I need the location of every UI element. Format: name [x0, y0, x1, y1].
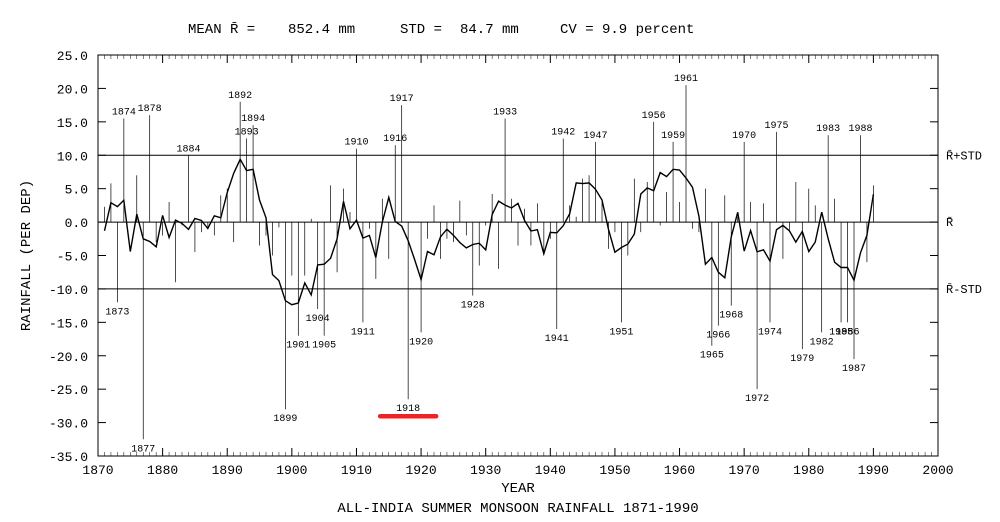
year-label: 1987: [842, 364, 866, 375]
year-label: 1941: [545, 334, 569, 345]
x-tick-label: 2000: [922, 463, 953, 478]
x-tick-label: 1970: [729, 463, 760, 478]
year-label: 1894: [241, 114, 265, 125]
y-tick-label: 0.0: [65, 216, 88, 231]
y-tick-label: -20.0: [49, 350, 88, 365]
year-label: 1951: [609, 327, 633, 338]
y-tick-label: -30.0: [49, 417, 88, 432]
year-label: 1986: [836, 327, 860, 338]
year-label: 1956: [642, 111, 666, 122]
y-tick-label: 10.0: [57, 149, 88, 164]
monsoon-rainfall-chart: MEAN R̄ = 852.4 mm STD = 84.7 mm CV = 9.9 pe…: [0, 0, 1000, 522]
y-axis-label: RAINFALL (PER DEP): [19, 180, 35, 331]
x-axis-label: YEAR: [501, 481, 535, 497]
year-label: 1970: [732, 131, 756, 142]
year-label: 1942: [551, 128, 575, 139]
year-label: 1928: [461, 301, 485, 312]
year-label: 1873: [105, 307, 129, 318]
year-label: 1965: [700, 351, 724, 362]
year-label: 1982: [810, 337, 834, 348]
x-tick-label: 1950: [599, 463, 630, 478]
x-tick-label: 1890: [212, 463, 243, 478]
y-tick-label: -5.0: [57, 250, 88, 265]
year-label: 1904: [306, 314, 330, 325]
title-std-value: 84.7 mm: [460, 22, 519, 38]
year-label: 1933: [493, 107, 517, 118]
year-label: 1893: [235, 128, 259, 139]
ref-line-label: R̄+STD: [946, 149, 982, 163]
year-label: 1947: [584, 131, 608, 142]
title-mean-value: 852.4 mm: [288, 22, 355, 38]
year-label: 1911: [351, 327, 375, 338]
year-label: 1884: [176, 144, 200, 155]
year-label: 1910: [344, 138, 368, 149]
year-label: 1901: [286, 341, 310, 352]
x-tick-label: 1960: [664, 463, 695, 478]
year-label: 1975: [764, 121, 788, 132]
year-label: 1959: [661, 131, 685, 142]
year-label: 1988: [848, 124, 872, 135]
x-tick-label: 1920: [405, 463, 436, 478]
year-label: 1961: [674, 74, 698, 85]
year-label: 1966: [706, 331, 730, 342]
y-tick-label: -25.0: [49, 383, 88, 398]
x-tick-label: 1870: [82, 463, 113, 478]
x-tick-label: 1910: [341, 463, 372, 478]
x-tick-label: 1980: [793, 463, 824, 478]
year-label: 1974: [758, 327, 782, 338]
x-tick-label: 1880: [147, 463, 178, 478]
year-label: 1972: [745, 394, 769, 405]
x-tick-label: 1940: [535, 463, 566, 478]
year-label: 1979: [790, 354, 814, 365]
year-label: 1920: [409, 337, 433, 348]
y-tick-label: 20.0: [57, 82, 88, 97]
year-label: 1877: [131, 444, 155, 455]
x-tick-label: 1930: [470, 463, 501, 478]
year-label: 1892: [228, 91, 252, 102]
ref-line-label: R̄: [946, 216, 953, 230]
year-label: 1983: [816, 124, 840, 135]
chart-caption: ALL-INDIA SUMMER MONSOON RAINFALL 1871-1…: [337, 501, 698, 517]
year-label: 1878: [138, 104, 162, 115]
y-tick-label: 15.0: [57, 116, 88, 131]
y-tick-label: 25.0: [57, 49, 88, 64]
year-label: 1874: [112, 107, 136, 118]
year-label: 1899: [273, 414, 297, 425]
year-label: 1905: [312, 341, 336, 352]
title-mean-label: MEAN R̄ =: [188, 22, 255, 38]
y-tick-label: 5.0: [65, 183, 88, 198]
year-label: 1968: [719, 311, 743, 322]
x-tick-label: 1990: [858, 463, 889, 478]
y-tick-label: -15.0: [49, 316, 88, 331]
title-std-label: STD =: [400, 22, 442, 38]
x-tick-label: 1900: [276, 463, 307, 478]
year-label: 1917: [390, 94, 414, 105]
ref-line-label: R̄-STD: [946, 283, 982, 297]
title-cv: CV = 9.9 percent: [560, 22, 694, 38]
y-tick-label: -10.0: [49, 283, 88, 298]
year-label: 1916: [383, 134, 407, 145]
year-label: 1918: [396, 404, 420, 415]
